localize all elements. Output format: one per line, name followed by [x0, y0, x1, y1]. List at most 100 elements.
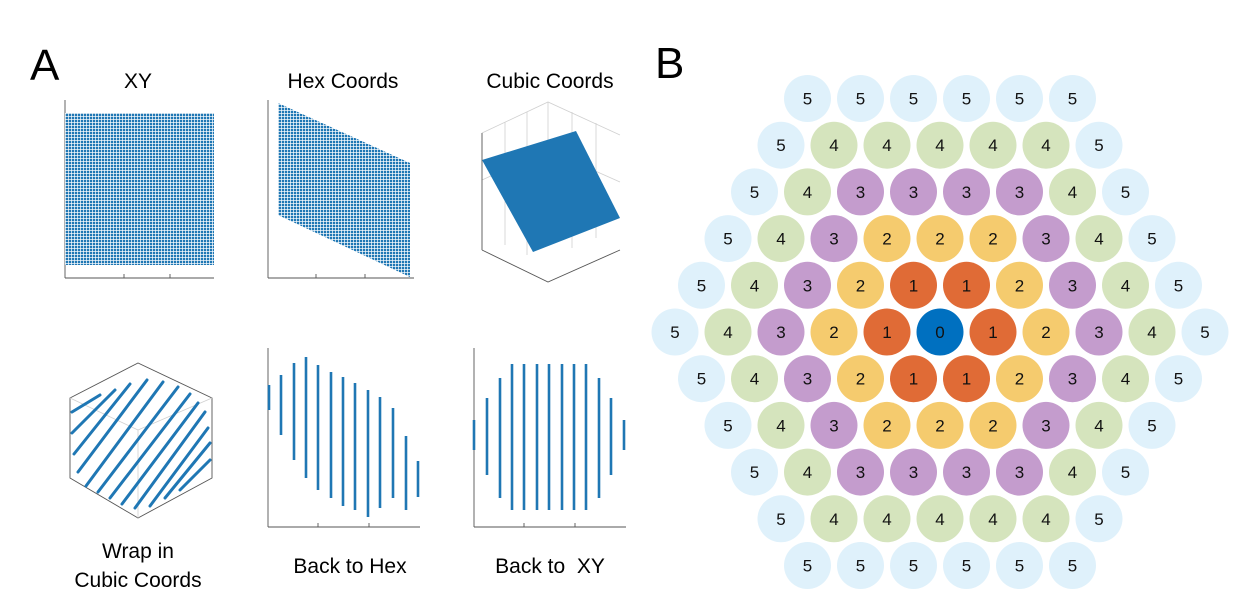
hex-cell: 5	[678, 261, 725, 309]
hex-cell: 3	[810, 215, 858, 263]
hex-cell-label: 5	[909, 557, 918, 576]
hex-cell: 3	[1022, 215, 1070, 263]
hex-cell-label: 4	[1068, 183, 1077, 202]
hex-cell-label: 1	[882, 323, 891, 342]
hex-cell: 4	[784, 168, 831, 216]
hex-cell: 4	[863, 495, 911, 543]
hex-cell-disc	[1102, 261, 1149, 309]
hex-cell-disc	[1049, 75, 1096, 122]
hex-cell-label: 3	[856, 463, 865, 482]
hex-cell: 3	[1022, 401, 1070, 449]
hex-cell-label: 5	[670, 323, 679, 342]
hex-cell: 4	[1128, 308, 1176, 356]
hex-cell-label: 5	[697, 276, 706, 295]
hex-cell-label: 5	[962, 90, 971, 109]
hex-cell: 5	[890, 75, 937, 122]
plot-wrap-title-line1: Wrap in	[102, 540, 174, 563]
hex-cell-disc	[757, 121, 805, 169]
hex-cell-label: 5	[962, 557, 971, 576]
hex-cell: 5	[996, 542, 1043, 589]
hex-cell-label: 5	[697, 370, 706, 389]
hex-cell-disc	[943, 355, 990, 403]
hex-cell-label: 5	[723, 230, 732, 249]
hex-cell: 4	[784, 448, 831, 496]
plot-xy-title: XY	[124, 70, 152, 93]
hex-cell: 3	[1049, 261, 1096, 309]
hex-cell-disc	[1102, 355, 1149, 403]
hex-cell-disc	[1075, 401, 1123, 449]
plot-back-hex-lines	[267, 357, 420, 517]
hex-cell-label: 5	[1121, 183, 1130, 202]
hex-cell: 4	[1075, 401, 1123, 449]
hex-cell-label: 5	[776, 136, 785, 155]
hex-cell-disc	[1075, 308, 1123, 356]
hex-cell-disc	[890, 355, 937, 403]
hex-cell-label: 4	[776, 416, 785, 435]
plot-line	[70, 393, 102, 414]
hex-cell-label: 3	[1041, 230, 1050, 249]
hex-cell-label: 4	[1121, 276, 1130, 295]
plot-hex-point-grid	[278, 103, 410, 277]
plot-wrap-lines	[70, 378, 212, 510]
hex-cell-disc	[1075, 495, 1123, 543]
hex-cell-label: 1	[988, 323, 997, 342]
hex-cell: 1	[943, 261, 990, 309]
hex-cell-disc	[943, 542, 990, 589]
hex-cell: 3	[784, 261, 831, 309]
hex-cell-label: 2	[1015, 276, 1024, 295]
hex-cell: 2	[1022, 308, 1070, 356]
hex-cell-label: 4	[1068, 463, 1077, 482]
hex-cell-label: 1	[909, 276, 918, 295]
hex-cell-disc	[996, 261, 1043, 309]
hex-cell-label: 3	[829, 230, 838, 249]
hex-cell-label: 3	[1015, 183, 1024, 202]
hex-cell-label: 5	[803, 90, 812, 109]
hex-cell-disc	[837, 355, 884, 403]
hex-cell: 4	[810, 495, 858, 543]
hex-cell-disc	[810, 401, 858, 449]
hex-cell: 4	[1022, 121, 1070, 169]
hex-cell-disc	[1022, 215, 1070, 263]
hex-cell: 2	[969, 401, 1017, 449]
hex-cell-label: 4	[829, 136, 838, 155]
hex-cell: 2	[837, 355, 884, 403]
plot-wrap-title-line2: Cubic Coords	[74, 569, 201, 592]
hex-cell-disc	[757, 401, 805, 449]
hex-cell-disc	[784, 448, 831, 496]
hex-cell-disc	[1049, 168, 1096, 216]
hex-cell-disc	[784, 75, 831, 122]
panel-a-letter: A	[30, 41, 60, 90]
plot-back-xy-title: Back to XY	[495, 555, 605, 578]
hex-cell-label: 5	[1174, 370, 1183, 389]
hex-cell: 3	[837, 168, 884, 216]
hex-distance-grid: 5 5 5 5 5 5 5 4 4 4 4 4 5 5 4 3 3 3 3 4 5 5 4 3 2 2 2 3 4 5 5 4 3 2 1 1 2 3 4 5…	[651, 75, 1229, 589]
hex-cell-disc	[1075, 121, 1123, 169]
hex-cell-disc	[731, 448, 778, 496]
hex-cell-disc	[731, 168, 778, 216]
hex-cell-disc	[731, 355, 778, 403]
hex-cell-disc	[1049, 261, 1096, 309]
hex-cell-label: 4	[935, 510, 944, 529]
plot-line	[120, 401, 200, 506]
hex-cell-label: 2	[988, 416, 997, 435]
hex-cell: 2	[916, 401, 964, 449]
hex-cell-label: 5	[750, 183, 759, 202]
plot-hex: Hex Coords	[267, 70, 414, 279]
hex-cell: 4	[731, 355, 778, 403]
hex-cell-label: 4	[1147, 323, 1156, 342]
hex-cell: 1	[890, 261, 937, 309]
hex-cell: 4	[1102, 355, 1149, 403]
panel-b-letter: B	[655, 39, 684, 88]
hex-cell-label: 4	[750, 370, 759, 389]
hex-cell-disc	[784, 542, 831, 589]
hex-cell-label: 4	[750, 276, 759, 295]
hex-cell: 4	[1049, 448, 1096, 496]
plot-line	[96, 385, 180, 494]
plot-back-hex: Back to Hex	[267, 348, 420, 578]
hex-cell: 3	[996, 448, 1043, 496]
hex-cell-disc	[704, 308, 752, 356]
hex-cell-label: 5	[1068, 90, 1077, 109]
plot-xy-x-ticks	[123, 274, 171, 278]
hex-cell-label: 5	[1147, 230, 1156, 249]
hex-cell-label: 5	[1015, 90, 1024, 109]
